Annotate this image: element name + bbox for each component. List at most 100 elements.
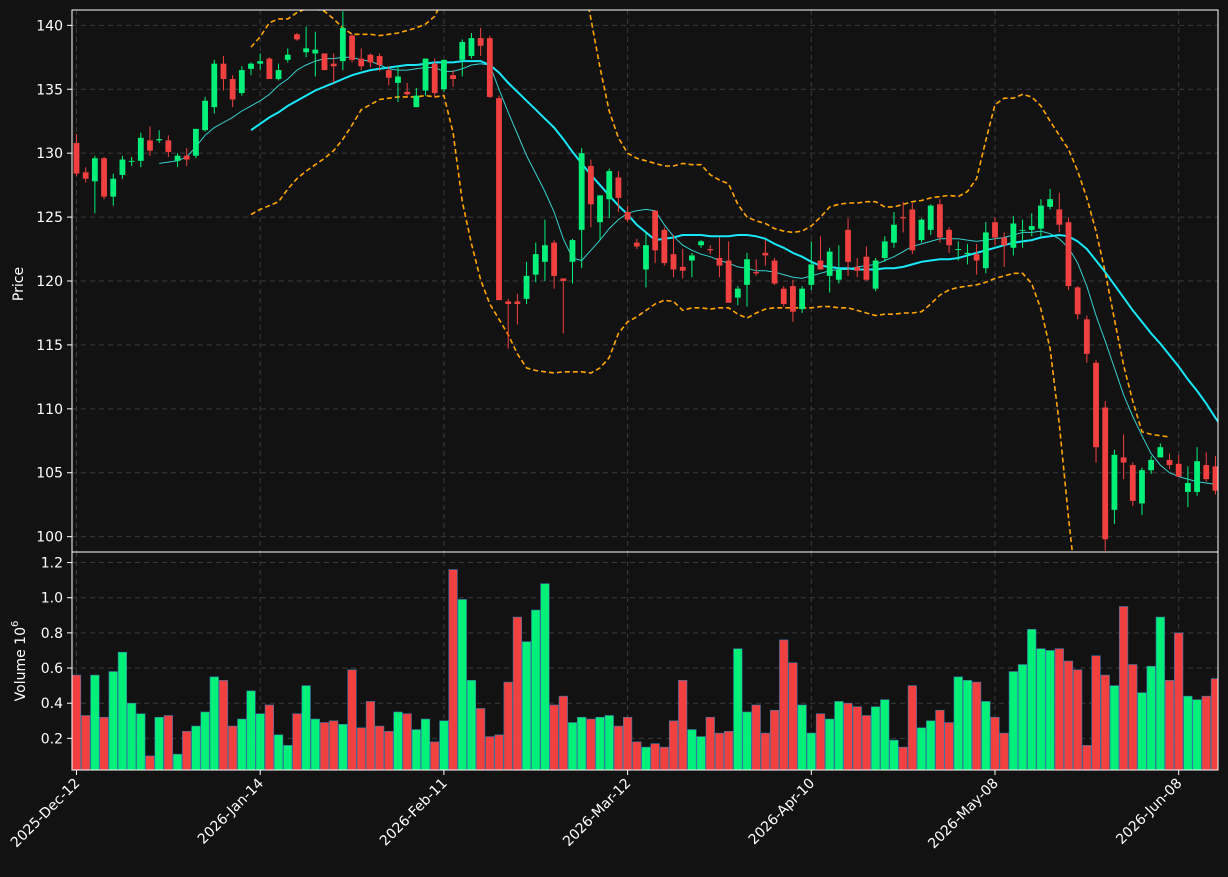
volume-bar xyxy=(714,732,725,770)
volume-bar xyxy=(485,736,495,770)
candle-body xyxy=(211,63,218,108)
candle-body xyxy=(229,79,236,100)
candle-body xyxy=(964,252,971,255)
candle-body xyxy=(1184,482,1191,492)
volume-bar xyxy=(907,685,917,770)
candle-body xyxy=(1038,205,1044,229)
candle-body xyxy=(1056,209,1063,225)
volume-bar xyxy=(329,720,339,770)
volume-bar xyxy=(815,713,826,770)
candle-body xyxy=(946,229,952,246)
candle-body xyxy=(349,35,355,60)
volume-bar xyxy=(1164,680,1175,770)
candle-body xyxy=(1148,459,1155,471)
volume-bar xyxy=(521,641,532,770)
candle-body xyxy=(156,139,163,141)
volume-bar xyxy=(145,755,155,770)
candle-body xyxy=(936,204,943,238)
volume-bar xyxy=(457,599,467,770)
volume-bar xyxy=(172,753,183,770)
candle-body xyxy=(578,153,585,230)
candle-body xyxy=(845,229,851,262)
upper-band-line xyxy=(250,10,1170,438)
volume-bar xyxy=(622,716,633,770)
volume-bar xyxy=(540,583,550,770)
candle-body xyxy=(1157,447,1164,458)
volume-bar xyxy=(788,662,798,770)
candle-body xyxy=(367,54,374,63)
candle-body xyxy=(330,63,337,67)
volume-bar xyxy=(476,708,486,770)
candle-body xyxy=(284,54,291,60)
candle-body xyxy=(872,260,879,289)
volume-bar xyxy=(650,743,660,770)
volume-bar xyxy=(310,718,320,770)
volume-y-tick-label: 0.6 xyxy=(41,661,63,677)
candle-body xyxy=(679,266,686,271)
candle-body xyxy=(633,242,640,247)
volume-bar xyxy=(347,669,357,770)
candle-body xyxy=(881,241,888,258)
volume-bar xyxy=(953,676,963,770)
candle-body xyxy=(523,275,530,299)
volume-bar xyxy=(889,739,899,770)
price-y-tick-label: 105 xyxy=(36,466,63,482)
volume-bar xyxy=(1183,695,1193,770)
price-y-tick-label: 100 xyxy=(36,530,63,546)
candle-body xyxy=(395,76,401,83)
volume-bar xyxy=(365,701,376,770)
volume-bar xyxy=(375,725,385,770)
candle-body xyxy=(1010,223,1017,248)
candle-body xyxy=(404,91,411,95)
candle-body xyxy=(1047,199,1054,207)
candle-body xyxy=(551,242,558,276)
volume-bar xyxy=(411,729,421,770)
volume-bar xyxy=(779,639,789,770)
candle-body xyxy=(165,140,172,152)
volume-bar xyxy=(641,746,651,770)
volume-bar xyxy=(228,725,238,770)
volume-bar xyxy=(1128,664,1138,770)
volume-y-tick-label: 0.8 xyxy=(41,626,63,642)
volume-bar xyxy=(246,690,256,770)
candle-body xyxy=(110,178,117,197)
volume-bar xyxy=(283,745,293,770)
candle-body xyxy=(835,269,842,280)
volume-bar xyxy=(1008,671,1018,770)
volume-bar xyxy=(751,704,761,770)
volume-bar xyxy=(448,569,458,770)
candle-body xyxy=(119,159,126,175)
candle-body xyxy=(955,249,962,251)
candle-body xyxy=(707,249,714,251)
volume-bar xyxy=(696,736,706,770)
volume-bar xyxy=(420,718,431,770)
candle-body xyxy=(606,171,613,200)
candle-body xyxy=(854,266,861,271)
candle-body xyxy=(716,257,723,266)
candle-body xyxy=(257,61,264,64)
candle-body xyxy=(799,288,806,310)
candle-body xyxy=(900,217,907,219)
price-panel-grid xyxy=(72,24,1218,538)
volume-bar xyxy=(935,709,945,770)
volume-bar xyxy=(724,731,734,770)
price-y-tick-label: 140 xyxy=(36,18,63,34)
candle-body xyxy=(587,165,594,205)
candle-body xyxy=(275,70,282,80)
candle-body xyxy=(193,128,199,156)
volume-bar xyxy=(549,704,559,770)
volume-bar xyxy=(200,711,210,770)
volume-bar xyxy=(99,716,109,770)
volume-bar xyxy=(531,609,541,770)
volume-axis-label-exponent: 6 xyxy=(10,621,21,627)
candle-body xyxy=(137,137,144,161)
volume-bar xyxy=(577,716,587,770)
volume-bar xyxy=(319,722,330,770)
candle-body xyxy=(643,245,649,270)
volume-bar xyxy=(503,681,513,770)
candle-body xyxy=(891,224,897,243)
volume-bar xyxy=(797,704,807,770)
candle-body xyxy=(1028,226,1035,230)
